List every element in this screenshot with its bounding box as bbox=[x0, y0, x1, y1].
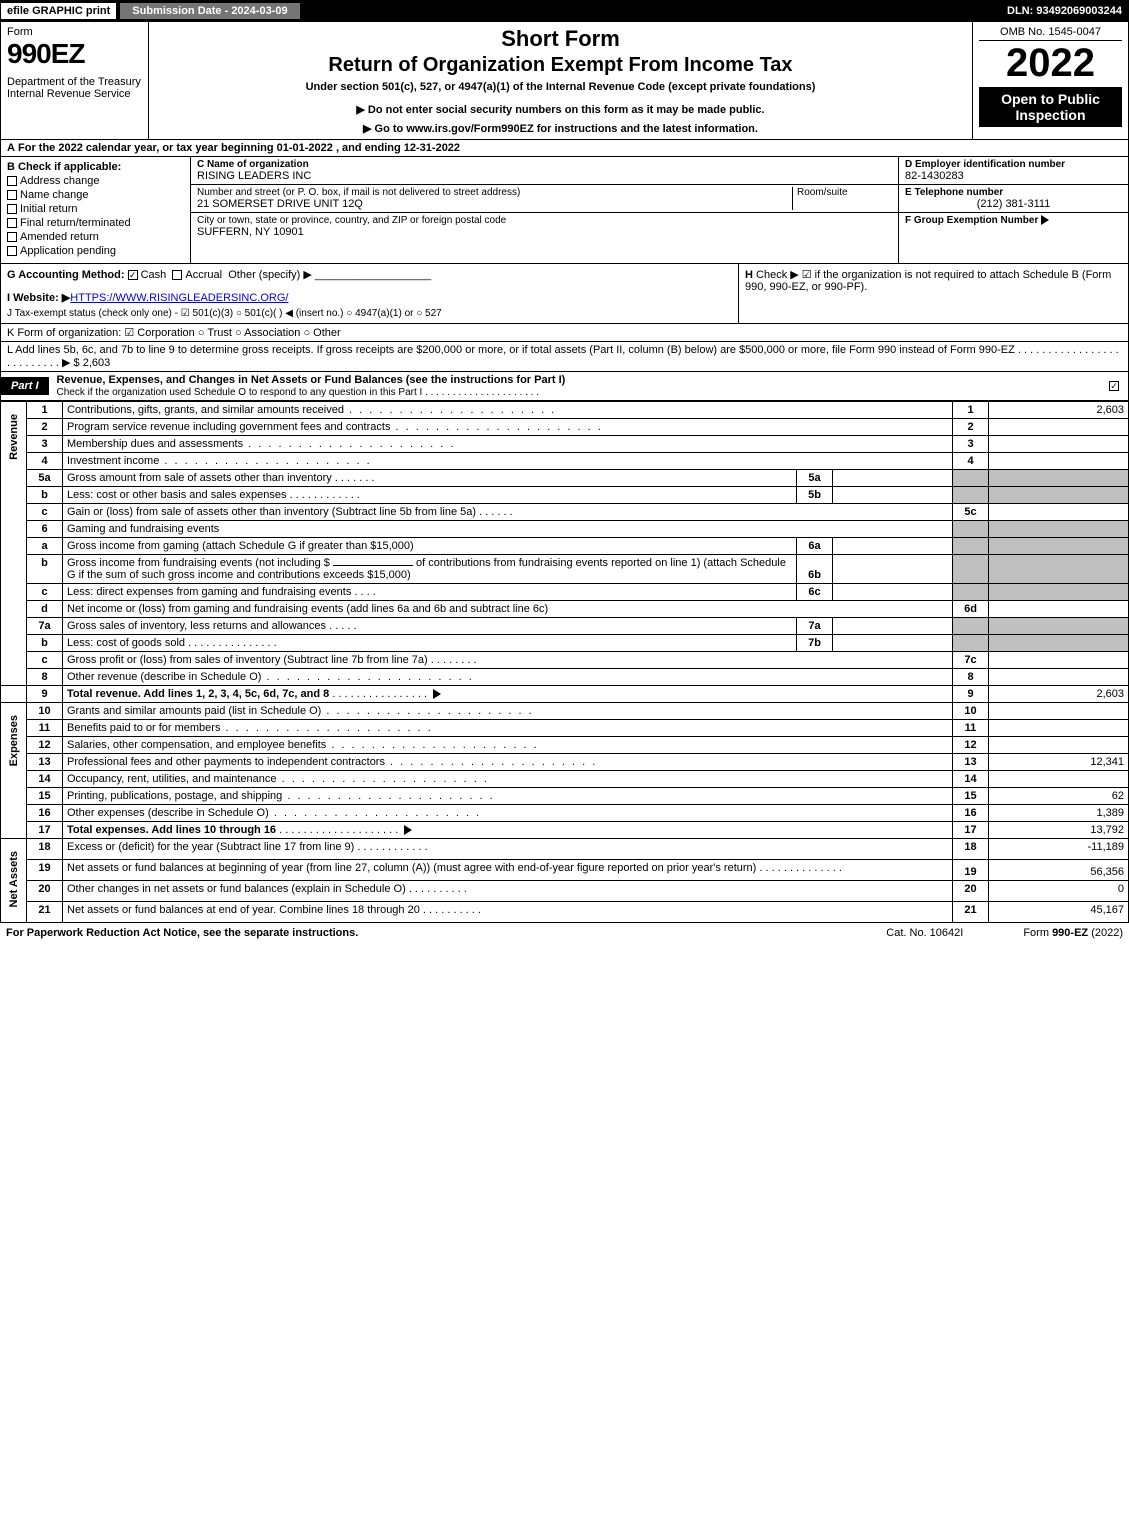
line-2: 2 Program service revenue including gove… bbox=[1, 419, 1129, 436]
part1-title: Revenue, Expenses, and Changes in Net As… bbox=[57, 374, 566, 386]
line-3: 3 Membership dues and assessments 3 bbox=[1, 436, 1129, 453]
sidecat-revenue: Revenue bbox=[8, 404, 20, 470]
chk-application-pending[interactable]: Application pending bbox=[7, 245, 184, 257]
line-16: 16 Other expenses (describe in Schedule … bbox=[1, 805, 1129, 822]
website-link[interactable]: HTTPS://WWW.RISINGLEADERSINC.ORG/ bbox=[70, 292, 288, 304]
section-l: L Add lines 5b, 6c, and 7b to line 9 to … bbox=[0, 342, 1129, 372]
omb-number: OMB No. 1545-0047 bbox=[979, 26, 1122, 41]
title-return: Return of Organization Exempt From Incom… bbox=[157, 54, 964, 77]
line-7b: b Less: cost of goods sold . . . . . . .… bbox=[1, 635, 1129, 652]
footer-form: Form 990-EZ (2022) bbox=[1023, 927, 1123, 939]
section-j: J Tax-exempt status (check only one) - ☑… bbox=[7, 308, 732, 319]
chk-final-return[interactable]: Final return/terminated bbox=[7, 217, 184, 229]
line-6: 6 Gaming and fundraising events bbox=[1, 521, 1129, 538]
triangle-icon bbox=[1041, 215, 1049, 225]
title-short-form: Short Form bbox=[157, 26, 964, 52]
chk-name-change[interactable]: Name change bbox=[7, 189, 184, 201]
tax-year: 2022 bbox=[979, 43, 1122, 83]
part1-tag: Part I bbox=[1, 377, 49, 395]
dln: DLN: 93492069003244 bbox=[1001, 3, 1128, 19]
form-header: Form 990EZ Department of the Treasury In… bbox=[0, 22, 1129, 140]
chk-accrual[interactable] bbox=[172, 270, 182, 280]
part1-header: Part I Revenue, Expenses, and Changes in… bbox=[0, 372, 1129, 401]
chk-schedule-o[interactable]: ✓ bbox=[1109, 381, 1119, 391]
line-18: Net Assets 18 Excess or (deficit) for th… bbox=[1, 839, 1129, 860]
warn-ssn: ▶ Do not enter social security numbers o… bbox=[157, 103, 964, 116]
line-12: 12 Salaries, other compensation, and emp… bbox=[1, 737, 1129, 754]
line-21: 21 Net assets or fund balances at end of… bbox=[1, 902, 1129, 923]
line-7a: 7a Gross sales of inventory, less return… bbox=[1, 618, 1129, 635]
line-6a: a Gross income from gaming (attach Sched… bbox=[1, 538, 1129, 555]
footer: For Paperwork Reduction Act Notice, see … bbox=[0, 923, 1129, 943]
header-left: Form 990EZ Department of the Treasury In… bbox=[1, 22, 149, 139]
line-8: 8 Other revenue (describe in Schedule O)… bbox=[1, 669, 1129, 686]
line-13: 13 Professional fees and other payments … bbox=[1, 754, 1129, 771]
org-name: RISING LEADERS INC bbox=[197, 170, 892, 182]
line-4: 4 Investment income 4 bbox=[1, 453, 1129, 470]
top-bar: efile GRAPHIC print Submission Date - 20… bbox=[0, 0, 1129, 22]
open-public-inspection: Open to Public Inspection bbox=[979, 87, 1122, 127]
sidecat-expenses: Expenses bbox=[8, 705, 20, 776]
section-bcdef: B Check if applicable: Address change Na… bbox=[0, 157, 1129, 264]
part1-sub: Check if the organization used Schedule … bbox=[57, 387, 539, 398]
chk-amended-return[interactable]: Amended return bbox=[7, 231, 184, 243]
line-5c: c Gain or (loss) from sale of assets oth… bbox=[1, 504, 1129, 521]
form-number: 990EZ bbox=[7, 38, 142, 70]
line-19: 19 Net assets or fund balances at beginn… bbox=[1, 860, 1129, 881]
line-20: 20 Other changes in net assets or fund b… bbox=[1, 881, 1129, 902]
header-mid: Short Form Return of Organization Exempt… bbox=[149, 22, 973, 139]
footer-pra: For Paperwork Reduction Act Notice, see … bbox=[6, 927, 358, 939]
telephone: (212) 381-3111 bbox=[905, 198, 1122, 210]
header-right: OMB No. 1545-0047 2022 Open to Public In… bbox=[973, 22, 1128, 139]
line-6d: d Net income or (loss) from gaming and f… bbox=[1, 601, 1129, 618]
efile-label: efile GRAPHIC print bbox=[1, 3, 116, 19]
section-gh: G Accounting Method: ✓Cash Accrual Other… bbox=[0, 264, 1129, 324]
line-17: 17 Total expenses. Add lines 10 through … bbox=[1, 822, 1129, 839]
line-15: 15 Printing, publications, postage, and … bbox=[1, 788, 1129, 805]
ein: 82-1430283 bbox=[905, 170, 1122, 182]
sidecat-netassets: Net Assets bbox=[8, 841, 20, 917]
line-7c: c Gross profit or (loss) from sales of i… bbox=[1, 652, 1129, 669]
org-city: SUFFERN, NY 10901 bbox=[197, 226, 892, 238]
section-c: C Name of organization RISING LEADERS IN… bbox=[191, 157, 898, 263]
section-k: K Form of organization: ☑ Corporation ○ … bbox=[0, 324, 1129, 342]
line-5a: 5a Gross amount from sale of assets othe… bbox=[1, 470, 1129, 487]
section-a: A For the 2022 calendar year, or tax yea… bbox=[0, 140, 1129, 157]
warn-goto: ▶ Go to www.irs.gov/Form990EZ for instru… bbox=[157, 122, 964, 135]
b-label: Check if applicable: bbox=[18, 161, 121, 173]
subtitle: Under section 501(c), 527, or 4947(a)(1)… bbox=[157, 81, 964, 93]
line-1: Revenue 1 Contributions, gifts, grants, … bbox=[1, 402, 1129, 419]
form-label: Form bbox=[7, 26, 142, 38]
section-b: B Check if applicable: Address change Na… bbox=[1, 157, 191, 263]
footer-cat: Cat. No. 10642I bbox=[886, 927, 963, 939]
dept-label: Department of the Treasury Internal Reve… bbox=[7, 76, 142, 100]
section-a-text: For the 2022 calendar year, or tax year … bbox=[18, 142, 460, 154]
line-6c: c Less: direct expenses from gaming and … bbox=[1, 584, 1129, 601]
line-6b: b Gross income from fundraising events (… bbox=[1, 555, 1129, 584]
chk-cash[interactable]: ✓ bbox=[128, 270, 138, 280]
line-9: 9 Total revenue. Add lines 1, 2, 3, 4, 5… bbox=[1, 686, 1129, 703]
org-address: 21 SOMERSET DRIVE UNIT 12Q bbox=[197, 198, 792, 210]
lines-table: Revenue 1 Contributions, gifts, grants, … bbox=[0, 401, 1129, 923]
room-suite-label: Room/suite bbox=[792, 187, 892, 210]
line-5b: b Less: cost or other basis and sales ex… bbox=[1, 487, 1129, 504]
triangle-icon bbox=[404, 825, 412, 835]
section-h: H Check ▶ ☑ if the organization is not r… bbox=[738, 264, 1128, 323]
chk-initial-return[interactable]: Initial return bbox=[7, 203, 184, 215]
triangle-icon bbox=[433, 689, 441, 699]
line-11: 11 Benefits paid to or for members 11 bbox=[1, 720, 1129, 737]
line-14: 14 Occupancy, rent, utilities, and maint… bbox=[1, 771, 1129, 788]
submission-date: Submission Date - 2024-03-09 bbox=[120, 3, 299, 19]
line-10: Expenses 10 Grants and similar amounts p… bbox=[1, 703, 1129, 720]
section-def: D Employer identification number 82-1430… bbox=[898, 157, 1128, 263]
chk-address-change[interactable]: Address change bbox=[7, 175, 184, 187]
